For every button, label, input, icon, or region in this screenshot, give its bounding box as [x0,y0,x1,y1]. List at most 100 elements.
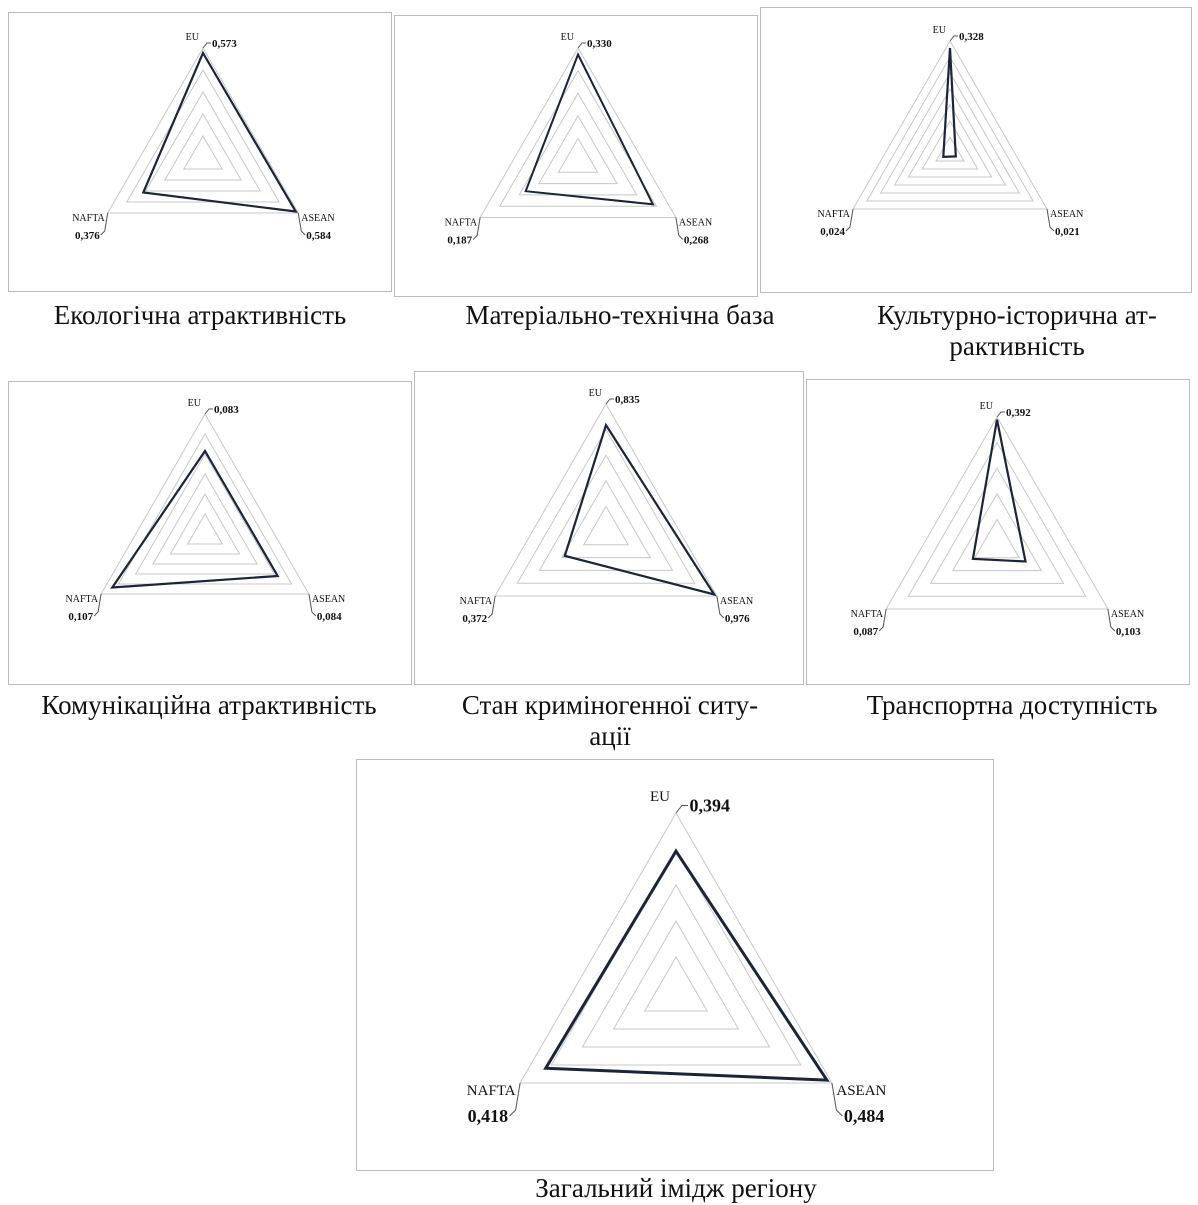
axis-label-eu: EU [980,401,994,412]
chart-caption-5: Стан криміногенної ситу- ації [461,690,759,751]
grid-ring-3 [581,883,771,1048]
grid-ring-4 [907,441,1087,597]
grid-ring-5 [519,812,833,1084]
leader-nafta [93,593,102,617]
grid-ring-2 [164,112,242,181]
radar-chart-2: EU 0,330 ASEAN 0,268 NAFTA 0,187 [445,32,713,247]
chart-caption-4: Комунікаційна атрактивність [41,690,377,720]
chart-caption-7: Загальний імідж регіону [535,1173,817,1203]
grid-ring-1 [973,518,1021,559]
axis-label-asean: ASEAN [1050,209,1083,220]
grid-ring-2 [612,920,740,1030]
leader-nafta [100,212,109,236]
grid-ring-5 [494,403,718,597]
leader-asean [716,595,725,619]
radar-chart-7: EU 0,394 ASEAN 0,484 NAFTA 0,418 [467,789,887,1126]
grid-ring-2 [169,492,241,555]
axis-label-eu: EU [589,388,603,399]
radar-chart-4: EU 0,083 ASEAN 0,084 NAFTA 0,107 [66,398,346,623]
data-polygon [563,422,717,597]
axis-label-asean: ASEAN [1111,609,1144,620]
value-label-eu: 0,573 [212,38,237,50]
grid-ring-3 [518,92,638,196]
grid-ring-1 [643,956,709,1012]
value-label-asean: 0,021 [1055,226,1080,238]
grid-ring-4 [516,428,696,584]
chart-panel-4: EU 0,083 ASEAN 0,084 NAFTA 0,107 [8,381,412,685]
grid-ring-5 [106,47,300,214]
value-label-nafta: 0,372 [462,613,487,625]
value-label-nafta: 0,087 [853,626,878,638]
grid-ring-4 [134,453,276,575]
axis-label-nafta: NAFTA [460,596,493,607]
grid-ring-5 [879,72,1021,194]
grid-ring-5 [117,432,293,585]
leader-eu [949,35,958,42]
axis-label-nafta: NAFTA [445,218,478,229]
chart-panel-7: EU 0,394 ASEAN 0,484 NAFTA 0,418 [356,759,994,1171]
chart-panel-6: EU 0,392 ASEAN 0,103 NAFTA 0,087 [806,379,1190,685]
leader-asean [831,1082,843,1117]
value-label-nafta: 0,376 [75,230,100,242]
value-label-nafta: 0,024 [820,226,845,238]
value-label-nafta: 0,418 [468,1106,509,1126]
grid-ring-5 [479,47,677,218]
axis-label-asean: ASEAN [836,1083,886,1099]
leader-asean [1107,608,1116,632]
grid-ring-7 [852,40,1048,210]
radar-chart-1: EU 0,573 ASEAN 0,584 NAFTA 0,376 [72,32,334,242]
value-label-eu: 0,328 [959,31,984,43]
value-label-eu: 0,083 [214,404,239,416]
chart-panel-2: EU 0,330 ASEAN 0,268 NAFTA 0,187 [394,15,758,297]
radar-chart-6: EU 0,392 ASEAN 0,103 NAFTA 0,087 [851,401,1145,638]
value-label-eu: 0,835 [615,394,640,406]
data-polygon [141,50,298,213]
data-polygon [543,848,830,1082]
radar-chart-5: EU 0,835 ASEAN 0,976 NAFTA 0,372 [460,388,754,625]
axis-label-nafta: NAFTA [817,209,850,220]
leader-asean [675,217,684,240]
chart-caption-6: Транспортна доступність [866,690,1158,720]
grid-ring-4 [498,69,658,207]
leader-nafta [509,1082,521,1117]
data-polygon [524,52,655,206]
grid-ring-3 [907,104,993,178]
value-label-nafta: 0,187 [447,235,472,247]
data-polygon [971,419,1027,563]
grid-ring-2 [560,479,652,559]
axis-label-asean: ASEAN [312,594,345,605]
leader-nafta [878,608,887,632]
grid-ring-3 [538,454,674,571]
leader-nafta [487,595,496,619]
axis-label-eu: EU [650,789,670,805]
chart-caption-1: Екологічна атрактивність [53,300,347,330]
leader-eu [675,805,688,814]
value-label-asean: 0,976 [725,613,750,625]
grid-ring-2 [538,114,618,185]
grid-ring-4 [125,68,281,203]
grid-ring-3 [929,467,1065,584]
leader-eu [202,42,211,49]
value-label-asean: 0,103 [1116,626,1141,638]
axis-label-asean: ASEAN [679,218,712,229]
axis-label-eu: EU [561,32,575,43]
grid-ring-3 [144,91,262,192]
axis-label-nafta: NAFTA [467,1083,516,1099]
grid-ring-1 [557,137,599,173]
chart-panel-1: EU 0,573 ASEAN 0,584 NAFTA 0,376 [8,12,392,292]
axis-label-eu: EU [933,25,947,36]
leader-eu [204,408,213,415]
value-label-eu: 0,330 [587,38,612,50]
data-polygon [942,47,957,158]
chart-caption-3: Культурно-історична ат- рактивність [877,300,1157,361]
chart-caption-2: Матеріально-технічна база [465,300,775,330]
grid-ring-5 [885,416,1109,610]
value-label-eu: 0,392 [1006,407,1031,419]
chart-panel-3: EU 0,328 ASEAN 0,021 NAFTA 0,024 [760,7,1192,293]
axis-label-eu: EU [186,32,200,43]
axis-label-asean: ASEAN [301,213,334,224]
leader-asean [308,593,317,617]
grid-ring-2 [921,119,979,170]
radar-chart-3: EU 0,328 ASEAN 0,021 NAFTA 0,024 [817,25,1083,238]
grid-ring-6 [100,412,310,595]
